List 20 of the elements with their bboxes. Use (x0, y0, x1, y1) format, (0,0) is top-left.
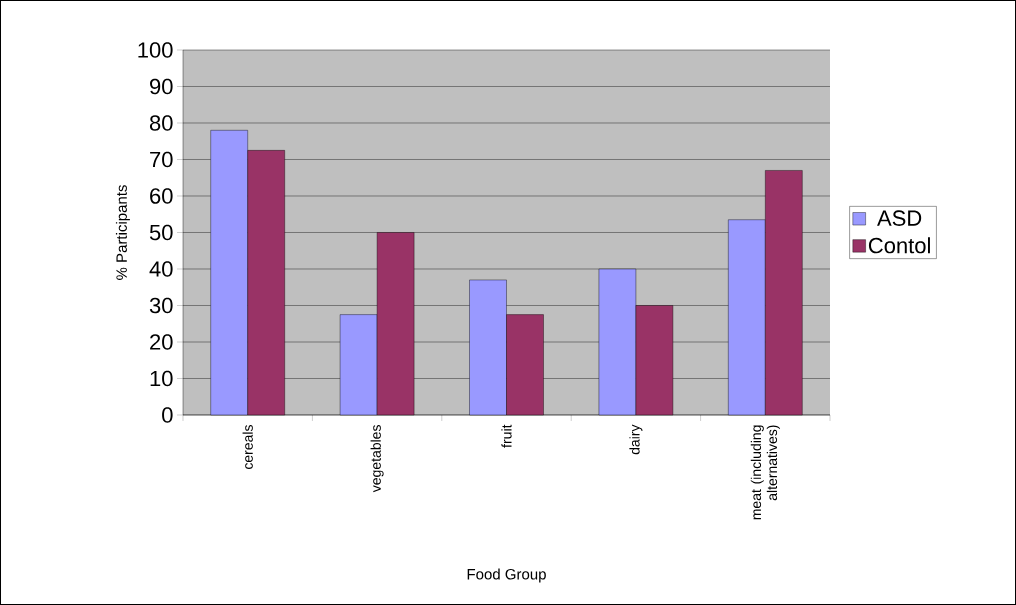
y-tick-label: 80 (149, 115, 173, 131)
x-tick-label: fruit (501, 424, 512, 448)
y-tick-label: 20 (150, 334, 173, 350)
legend-label: ASD (877, 210, 922, 226)
x-tick-label: dairy (629, 424, 643, 455)
y-tick-label: 100 (138, 42, 173, 58)
y-tick-label: 60 (150, 188, 173, 204)
x-tick-label: vegetables (370, 425, 384, 493)
y-tick-label: 50 (149, 224, 173, 241)
y-tick-label: 70 (150, 151, 173, 168)
y-tick-label: 10 (150, 370, 173, 387)
y-tick-label: 90 (150, 78, 173, 95)
y-tick-label: 40 (149, 261, 173, 277)
y-tick-label: 0 (162, 407, 173, 423)
y-axis-title: % Participants (115, 185, 130, 280)
x-tick-label: meat (including alternatives) (750, 425, 780, 520)
x-tick-label: cereals (242, 425, 253, 470)
y-tick-label: 30 (149, 297, 173, 314)
legend-label: Contol (868, 237, 930, 254)
x-axis-title: Food Group (467, 568, 546, 583)
